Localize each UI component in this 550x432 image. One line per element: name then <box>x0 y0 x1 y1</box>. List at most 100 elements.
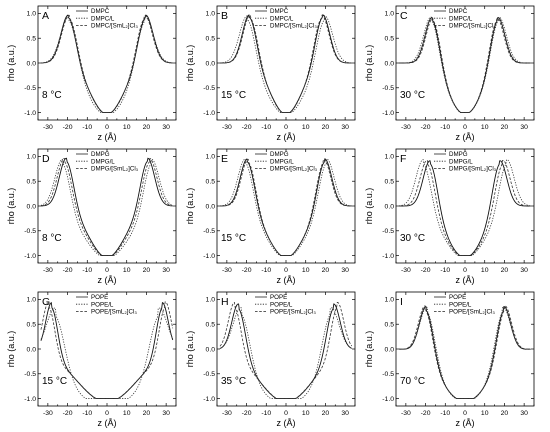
legend-entry: DMPC <box>270 8 289 15</box>
temperature-label: 15 °C <box>221 233 246 244</box>
y-axis-label: rho (a.u.) <box>364 188 374 225</box>
temperature-label: 30 °C <box>400 233 425 244</box>
y-tick-label: 0.0 <box>27 203 37 210</box>
y-tick-label: -1.0 <box>24 253 36 260</box>
x-tick-label: -10 <box>82 410 92 417</box>
y-tick-label: 0.5 <box>385 36 395 43</box>
legend-entry: DMPC <box>91 8 110 15</box>
legend-entry: DMPG/[SmL₂]Cl₃ <box>449 166 497 173</box>
series-line-1 <box>398 17 531 114</box>
y-axis-label: rho (a.u.) <box>364 45 374 82</box>
x-tick-label: -20 <box>63 267 73 274</box>
panel-G: -30 -20 -10 0 10 20 30 -1.0 -0.5 0.0 0.5 1.0 z (Å) rh… <box>6 291 177 428</box>
y-axis-label: rho (a.u.) <box>6 331 16 368</box>
x-tick-label: 20 <box>143 124 151 131</box>
x-axis-label: z (Å) <box>456 418 475 428</box>
x-tick-label: -10 <box>440 267 450 274</box>
legend-entry: DMPC/L <box>91 15 115 22</box>
x-tick-label: -30 <box>222 267 232 274</box>
y-tick-label: -0.5 <box>203 228 215 235</box>
legend-entry: DMPG <box>270 151 289 158</box>
y-tick-label: 0.5 <box>27 36 37 43</box>
y-tick-label: 1.0 <box>385 154 395 161</box>
x-tick-label: 10 <box>481 267 489 274</box>
series-line-3 <box>398 159 531 256</box>
y-tick-label: -0.5 <box>24 371 36 378</box>
legend-entry: POPE <box>270 294 287 301</box>
y-tick-label: 0.0 <box>385 346 395 353</box>
x-tick-label: -20 <box>421 410 431 417</box>
panel-E: -30 -20 -10 0 10 20 30 -1.0 -0.5 0.0 0.5 1.0 z (Å) rh… <box>185 148 356 285</box>
panel-letter: E <box>221 153 228 165</box>
legend-entry: DMPG/[SmL₂]Cl₃ <box>270 166 318 173</box>
y-tick-label: 0.0 <box>385 60 395 67</box>
x-tick-label: 10 <box>302 267 310 274</box>
x-tick-label: 0 <box>284 267 288 274</box>
legend-entry: DMPG/L <box>91 158 115 165</box>
panel-letter: F <box>400 153 406 165</box>
y-tick-label: -0.5 <box>24 228 36 235</box>
y-tick-label: 0.0 <box>206 60 216 67</box>
legend-entry: DMPC/[SmL₂]Cl₃ <box>91 23 138 30</box>
series-line-1 <box>40 157 173 257</box>
x-tick-label: -10 <box>261 124 271 131</box>
panel-D: -30 -20 -10 0 10 20 30 -1.0 -0.5 0.0 0.5 1.0 z (Å) rh… <box>6 148 177 285</box>
x-tick-label: 0 <box>463 124 467 131</box>
y-tick-label: -1.0 <box>203 253 215 260</box>
y-tick-label: 1.0 <box>27 297 37 304</box>
x-tick-label: 20 <box>322 124 330 131</box>
x-tick-label: -10 <box>82 267 92 274</box>
y-tick-label: 0.5 <box>27 179 37 186</box>
x-tick-label: -10 <box>440 410 450 417</box>
panel-F: -30 -20 -10 0 10 20 30 -1.0 -0.5 0.0 0.5 1.0 z (Å) rh… <box>364 148 535 285</box>
panel-H: -30 -20 -10 0 10 20 30 -1.0 -0.5 0.0 0.5 1.0 z (Å) rh… <box>185 291 356 428</box>
temperature-label: 70 °C <box>400 376 425 387</box>
y-tick-label: -0.5 <box>382 85 394 92</box>
x-axis-label: z (Å) <box>456 275 475 285</box>
y-tick-label: -1.0 <box>24 110 36 117</box>
x-tick-label: -20 <box>63 124 73 131</box>
temperature-label: 15 °C <box>221 90 246 101</box>
y-tick-label: -1.0 <box>382 110 394 117</box>
series-line-2 <box>219 307 352 399</box>
y-axis-label: rho (a.u.) <box>185 188 195 225</box>
x-tick-label: 20 <box>143 410 151 417</box>
series-line-3 <box>398 17 531 113</box>
x-tick-label: 10 <box>302 124 310 131</box>
x-axis-label: z (Å) <box>98 275 117 285</box>
x-axis-label: z (Å) <box>456 132 475 142</box>
x-tick-label: 20 <box>143 267 151 274</box>
y-axis-label: rho (a.u.) <box>185 331 195 368</box>
x-tick-label: 20 <box>501 124 509 131</box>
x-tick-label: -10 <box>82 124 92 131</box>
legend-entry: DMPG <box>449 151 468 158</box>
x-tick-label: 20 <box>501 410 509 417</box>
panel-C: -30 -20 -10 0 10 20 30 -1.0 -0.5 0.0 0.5 1.0 z (Å) rh… <box>364 5 535 142</box>
y-tick-label: 1.0 <box>27 11 37 18</box>
legend-entry: DMPG <box>91 151 110 158</box>
legend-entry: POPE/L <box>91 301 114 308</box>
y-tick-label: -0.5 <box>382 228 394 235</box>
y-axis-label: rho (a.u.) <box>364 331 374 368</box>
x-tick-label: -20 <box>242 124 252 131</box>
legend-entry: DMPC/L <box>270 15 294 22</box>
x-tick-label: -30 <box>401 410 411 417</box>
temperature-label: 15 °C <box>42 376 67 387</box>
series-line-3 <box>40 301 174 399</box>
x-axis-label: z (Å) <box>98 132 117 142</box>
series-line-1 <box>398 160 531 257</box>
panel-letter: A <box>42 10 49 22</box>
legend-entry: DMPG/[SmL₂]Cl₃ <box>91 166 139 173</box>
series-line-3 <box>40 14 173 113</box>
series-line-2 <box>40 16 173 113</box>
y-tick-label: 1.0 <box>385 297 395 304</box>
y-tick-label: 1.0 <box>206 154 216 161</box>
panel-A: -30 -20 -10 0 10 20 30 -1.0 -0.5 0.0 0.5 1.0 z (Å) rh… <box>6 5 177 142</box>
legend-entry: POPE/[SmL₂]Cl₃ <box>449 309 495 316</box>
x-tick-label: 30 <box>341 267 349 274</box>
x-tick-label: -20 <box>421 124 431 131</box>
x-tick-label: 10 <box>481 124 489 131</box>
y-tick-label: -1.0 <box>24 396 36 403</box>
legend-entry: DMPC/[SmL₂]Cl₃ <box>270 23 317 30</box>
x-tick-label: 0 <box>105 124 109 131</box>
